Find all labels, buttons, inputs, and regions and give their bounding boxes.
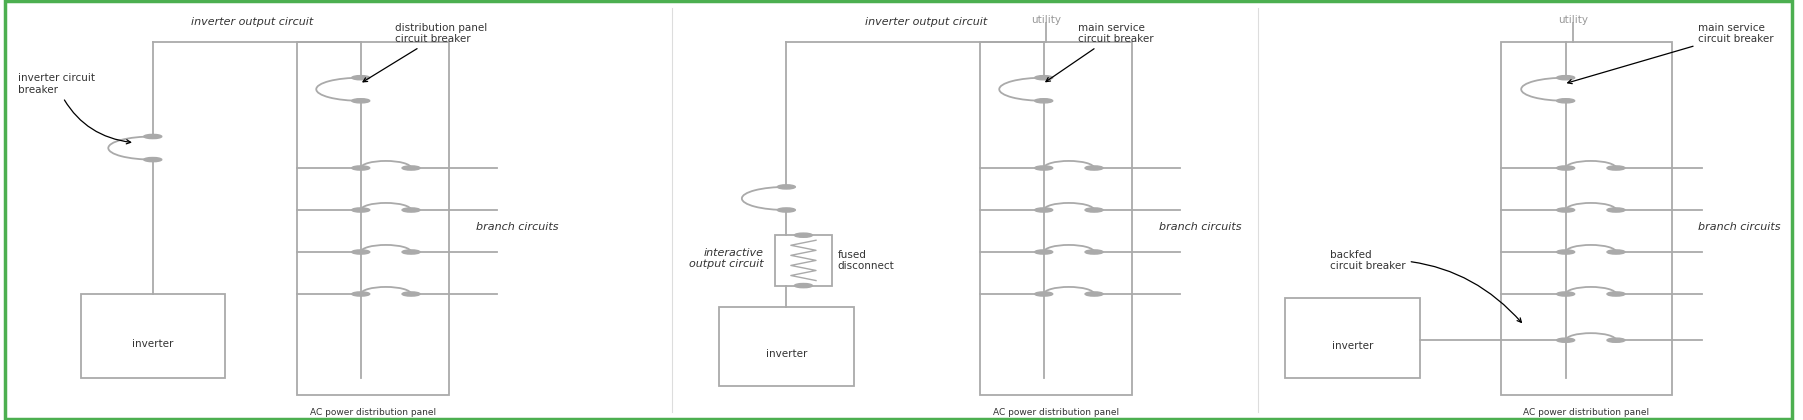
Text: inverter: inverter [766,349,808,360]
Circle shape [1606,250,1625,254]
Circle shape [1556,338,1574,342]
Circle shape [777,185,795,189]
Circle shape [777,208,795,212]
Bar [719,307,855,386]
Circle shape [402,208,420,212]
Circle shape [1606,166,1625,170]
Circle shape [352,292,370,296]
Circle shape [352,208,370,212]
Text: backfed
circuit breaker: backfed circuit breaker [1331,249,1522,323]
Text: fused
disconnect: fused disconnect [838,249,894,271]
Bar [1286,298,1421,378]
Bar [81,294,225,378]
Circle shape [795,284,813,288]
Circle shape [352,250,370,254]
Text: inverter circuit
breaker: inverter circuit breaker [18,73,130,144]
Circle shape [1556,292,1574,296]
Text: AC power distribution panel: AC power distribution panel [1524,408,1650,417]
Text: AC power distribution panel: AC power distribution panel [310,408,436,417]
Text: inverter: inverter [1332,341,1374,351]
Text: AC power distribution panel: AC power distribution panel [993,408,1120,417]
Bar [1500,42,1671,395]
Bar [296,42,449,395]
Circle shape [144,158,162,162]
Circle shape [795,233,813,237]
Circle shape [1606,338,1625,342]
Circle shape [1035,208,1053,212]
Circle shape [1035,250,1053,254]
Text: main service
circuit breaker: main service circuit breaker [1046,23,1154,81]
Text: branch circuits: branch circuits [1698,222,1781,232]
Circle shape [1035,292,1053,296]
Text: utility: utility [1558,15,1588,25]
Circle shape [352,99,370,103]
Text: main service
circuit breaker: main service circuit breaker [1567,23,1774,84]
Circle shape [1556,166,1574,170]
Circle shape [352,166,370,170]
Text: distribution panel
circuit breaker: distribution panel circuit breaker [362,23,487,82]
Text: inverter output circuit: inverter output circuit [191,17,312,27]
Circle shape [402,292,420,296]
Circle shape [352,76,370,80]
Circle shape [144,134,162,139]
Circle shape [1085,166,1103,170]
Circle shape [1035,99,1053,103]
Text: inverter output circuit: inverter output circuit [864,17,986,27]
Bar [775,235,833,286]
Circle shape [402,250,420,254]
Bar [979,42,1132,395]
Text: interactive
output circuit: interactive output circuit [689,247,764,269]
Circle shape [1606,208,1625,212]
Text: inverter: inverter [132,339,173,349]
Circle shape [1606,292,1625,296]
Text: utility: utility [1031,15,1060,25]
Circle shape [1556,208,1574,212]
Circle shape [1035,166,1053,170]
Circle shape [1085,292,1103,296]
Circle shape [1035,76,1053,80]
Circle shape [1085,250,1103,254]
Circle shape [1556,76,1574,80]
Text: branch circuits: branch circuits [476,222,559,232]
Circle shape [1556,99,1574,103]
Circle shape [1556,250,1574,254]
Circle shape [402,166,420,170]
Circle shape [1085,208,1103,212]
Text: branch circuits: branch circuits [1159,222,1242,232]
